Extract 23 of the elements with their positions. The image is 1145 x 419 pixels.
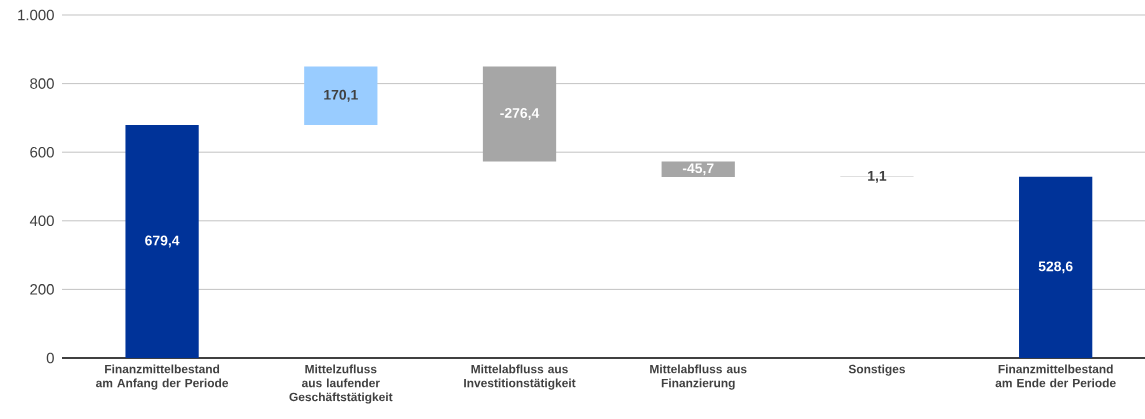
data-label: 528,6 <box>1038 261 1073 274</box>
bar <box>1019 176 1093 358</box>
data-label: -276,4 <box>500 108 540 120</box>
y-tick-label: 0 <box>46 352 54 364</box>
x-tick-label: Mittelabfluss aus Finanzierung <box>650 364 747 390</box>
x-tick-label: Finanzmittelbestand am Ende der Periode <box>995 364 1116 388</box>
data-label: 170,1 <box>324 89 358 102</box>
x-tick-label: Finanzmittelbestand am Anfang der Periode <box>96 364 229 390</box>
y-tick-label: 1.000 <box>18 9 54 21</box>
data-label: -45,7 <box>682 163 714 176</box>
bar <box>661 161 735 178</box>
x-tick-label: Mittelzufluss aus laufender Geschäftstätigkeit <box>289 364 393 404</box>
y-tick-label: 400 <box>29 215 54 227</box>
y-tick-label: 600 <box>30 146 54 158</box>
x-tick-label: Sonstiges <box>848 364 906 376</box>
bar <box>304 66 378 125</box>
x-tick-label: Mittelabfluss aus Investitionstätigkeit <box>464 364 576 390</box>
data-label: 679,4 <box>145 235 180 248</box>
data-label: 1,1 <box>868 171 887 183</box>
bar <box>482 66 557 162</box>
y-tick-label: 800 <box>30 78 54 89</box>
y-tick-label: 200 <box>30 284 54 295</box>
bar <box>125 124 199 358</box>
